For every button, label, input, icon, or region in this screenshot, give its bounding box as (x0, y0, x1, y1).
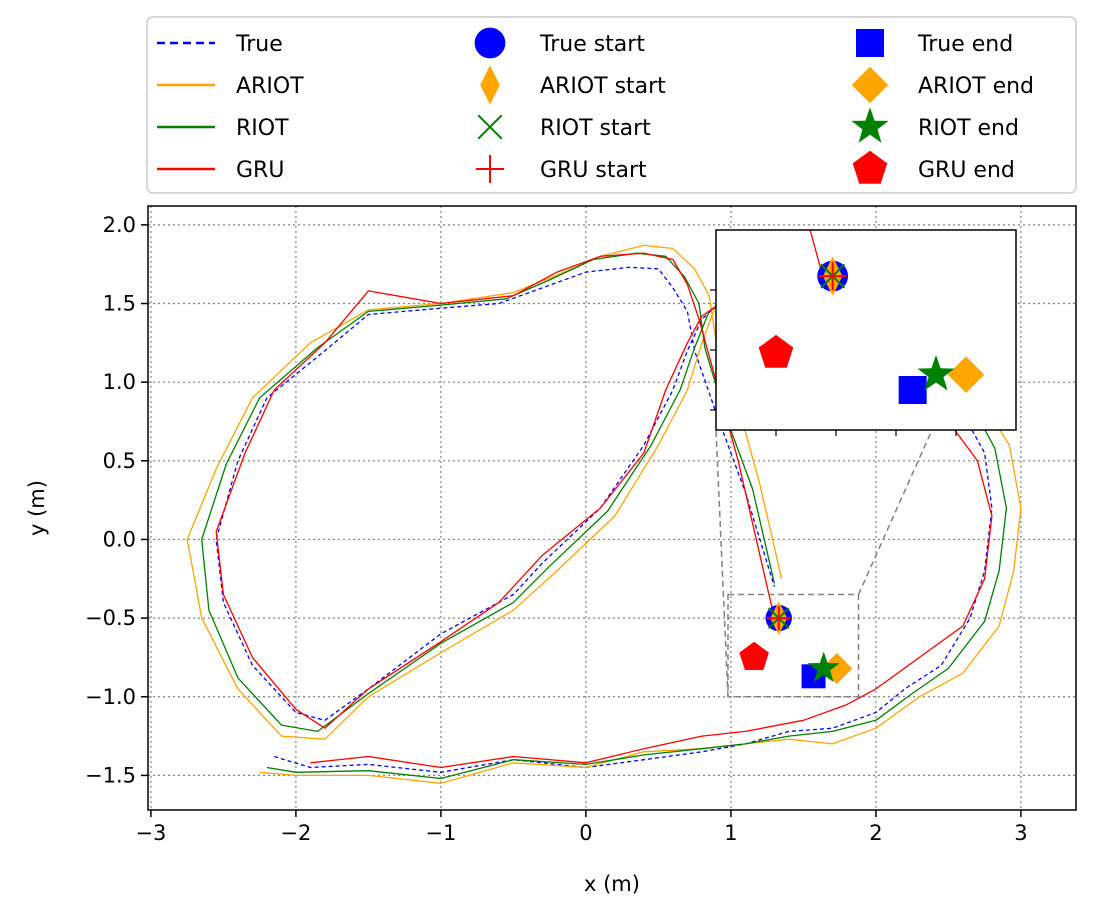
y-tick-label: −1.5 (85, 763, 136, 787)
legend-label: True end (917, 32, 1013, 57)
legend-label: RIOT (236, 116, 289, 141)
x-tick-label: 1 (724, 821, 737, 845)
legend-item-gru: GRU (157, 158, 284, 183)
legend-swatch (480, 65, 500, 105)
legend-item-ariot-end: ARIOT end (851, 66, 1034, 104)
series-ariot (186, 244, 1022, 784)
legend-swatch (851, 107, 889, 143)
axes-frame (147, 205, 1077, 811)
x-tick-label: 0 (579, 821, 592, 845)
series-gru (215, 252, 993, 769)
marker-riot-end (807, 651, 840, 682)
zoom-connector-left (715, 429, 729, 697)
main-series (186, 244, 1022, 784)
series-riot (201, 252, 1008, 780)
legend-label: RIOT end (918, 116, 1019, 141)
y-axis-title: y (m) (25, 480, 49, 536)
legend-frame (146, 16, 1077, 194)
legend-item-riot-end: RIOT end (851, 107, 1019, 143)
marker-gru-start (766, 606, 791, 631)
legend-swatch (474, 27, 506, 59)
marker-gru-end (739, 641, 769, 670)
legend-item-riot-start: RIOT start (477, 114, 651, 141)
series-true (215, 266, 993, 773)
x-tick-label: 2 (869, 821, 882, 845)
x-axis-title: x (m) (584, 872, 640, 896)
inset-ticks (710, 289, 957, 436)
legend-label: ARIOT end (918, 74, 1034, 99)
legend-item-true: True (157, 32, 283, 57)
zoom-connector-right (857, 429, 933, 595)
x-tick-label: −3 (135, 821, 166, 845)
legend-item-ariot: ARIOT (157, 74, 304, 99)
legend-label: GRU (236, 158, 284, 183)
axis-ticks: −3 −2 −1 0 1 2 3 −1.5 −1.0 −0.5 0.0 0.5 1.0 1.5 2.0 (85, 213, 1028, 845)
legend-item-ariot-start: ARIOT start (480, 65, 666, 105)
legend-item-riot: RIOT (157, 116, 289, 141)
legend-label: GRU end (918, 158, 1015, 183)
legend-item-gru-end: GRU end (852, 150, 1015, 184)
x-tick-label: 3 (1014, 821, 1027, 845)
legend-swatch (851, 66, 889, 104)
y-tick-label: 1.0 (103, 370, 136, 394)
main-markers (739, 601, 853, 689)
inset-markers (758, 256, 985, 404)
legend-swatch (477, 114, 503, 140)
legend-label: RIOT start (540, 116, 651, 141)
inset-marker-riot-end (917, 355, 955, 391)
inset-indicator (715, 429, 933, 698)
legend-swatch (856, 29, 884, 57)
y-tick-label: 2.0 (103, 213, 136, 237)
inset-marker-gru-start (818, 262, 847, 291)
zoom-region (727, 593, 860, 698)
legend-swatch (476, 155, 504, 183)
legend-swatch (852, 150, 888, 184)
y-tick-label: −0.5 (85, 606, 136, 630)
inset-background (716, 230, 1016, 430)
y-tick-label: 0.0 (103, 527, 136, 551)
legend-label: GRU start (540, 158, 647, 183)
legend-item-true-end: True end (856, 29, 1013, 57)
inset-frame (715, 229, 1017, 431)
legend-label: ARIOT (236, 74, 304, 99)
x-tick-label: −1 (425, 821, 456, 845)
x-tick-label: −2 (280, 821, 311, 845)
grid (148, 206, 1076, 810)
legend-item-true-start: True start (474, 27, 645, 59)
legend-label: ARIOT start (540, 74, 666, 99)
inset-marker-true-end (898, 376, 927, 404)
y-tick-label: −1.0 (85, 685, 136, 709)
inset-marker-gru-end (758, 334, 794, 368)
legend: True ARIOT RIOT GRU True start ARIOT start RIO… (157, 27, 1034, 184)
legend-label: True start (539, 32, 645, 57)
legend-label: True (235, 32, 283, 57)
y-tick-label: 1.5 (103, 292, 136, 316)
legend-item-gru-start: GRU start (476, 155, 647, 183)
y-tick-label: 0.5 (103, 449, 136, 473)
inset-marker-ariot-end (947, 356, 985, 393)
